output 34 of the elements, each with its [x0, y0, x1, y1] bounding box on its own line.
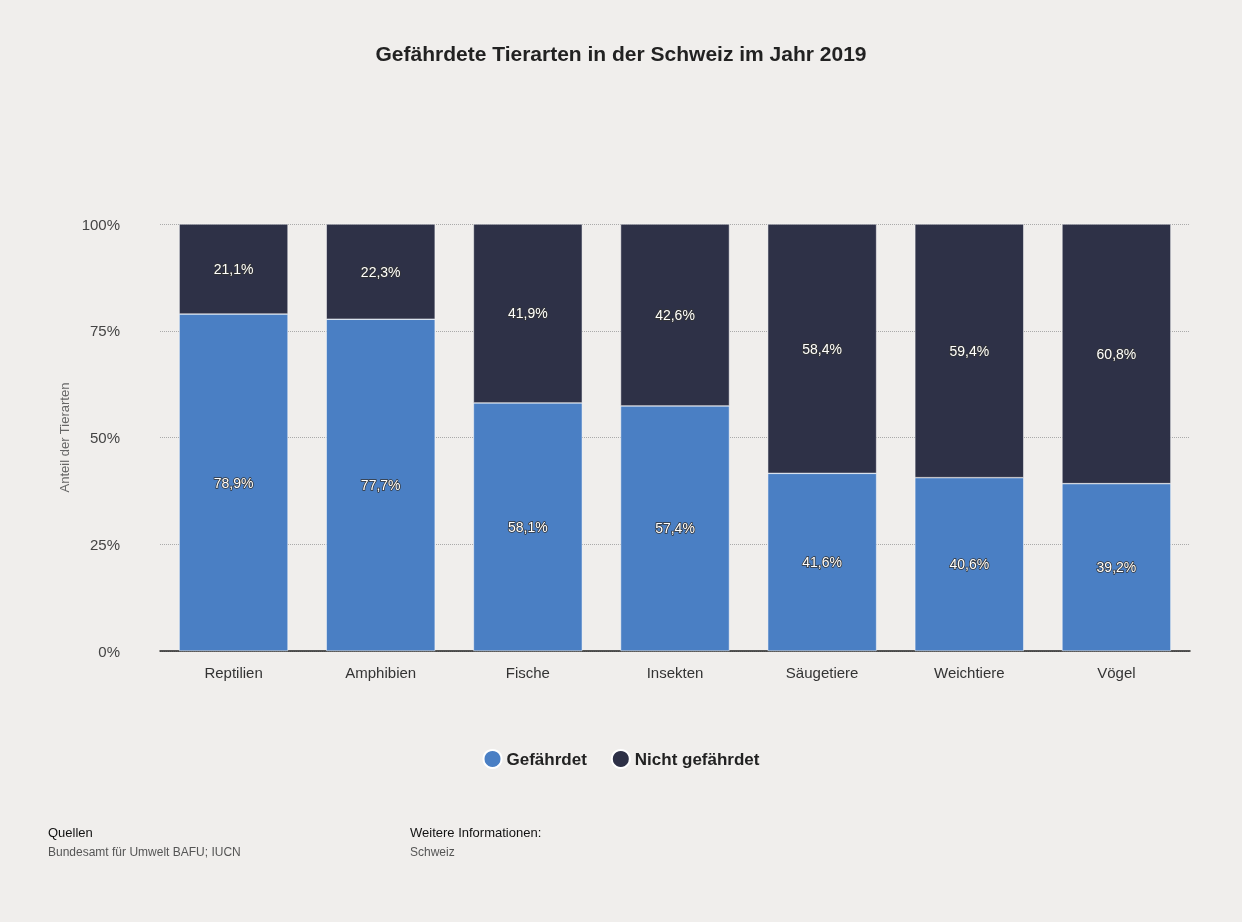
x-tick-label: Weichtiere	[933, 664, 1005, 681]
legend-label: Nicht gefährdet	[634, 749, 760, 769]
y-tick-label: 25%	[89, 535, 120, 553]
text: Schweiz	[410, 845, 455, 859]
data-label: 60,8%	[1096, 345, 1137, 362]
x-tick-label: Insekten	[646, 664, 704, 681]
x-tick-label: Reptilien	[204, 664, 263, 681]
chart-title: Gefährdete Tierarten in der Schweiz im Jahr 2019	[375, 42, 867, 65]
data-label: 41,9%	[508, 305, 548, 322]
data-label: 39,2%	[1096, 559, 1137, 576]
data-label: 41,6%	[802, 554, 842, 571]
legend-label: Gefährdet	[506, 749, 588, 769]
y-tick-label: 100%	[81, 215, 120, 233]
data-label: 22,3%	[360, 263, 401, 280]
data-label: 21,1%	[213, 261, 254, 278]
x-tick-label: Amphibien	[345, 664, 417, 681]
x-tick-label: Säugetiere	[785, 664, 859, 681]
x-tick-label: Fische	[505, 664, 550, 681]
data-label: 58,1%	[508, 518, 548, 535]
data-label: 77,7%	[360, 477, 401, 494]
data-label: 78,9%	[213, 474, 254, 491]
data-label: 42,6%	[655, 306, 695, 323]
data-label: 57,4%	[655, 520, 695, 537]
y-tick-label: 75%	[89, 322, 120, 340]
y-tick-label: 50%	[89, 429, 120, 446]
x-tick-label: Vögel	[1097, 664, 1136, 681]
text: Weitere Informationen:	[410, 825, 542, 840]
y-axis-title: Anteil der Tierarten	[56, 382, 72, 493]
text: Bundesamt für Umwelt BAFU; IUCN	[48, 845, 241, 859]
data-label: 58,4%	[802, 340, 842, 357]
data-label: 40,6%	[949, 556, 990, 573]
text: Quellen	[48, 825, 93, 840]
data-label: 59,4%	[949, 342, 990, 359]
y-tick-label: 0%	[98, 642, 120, 660]
